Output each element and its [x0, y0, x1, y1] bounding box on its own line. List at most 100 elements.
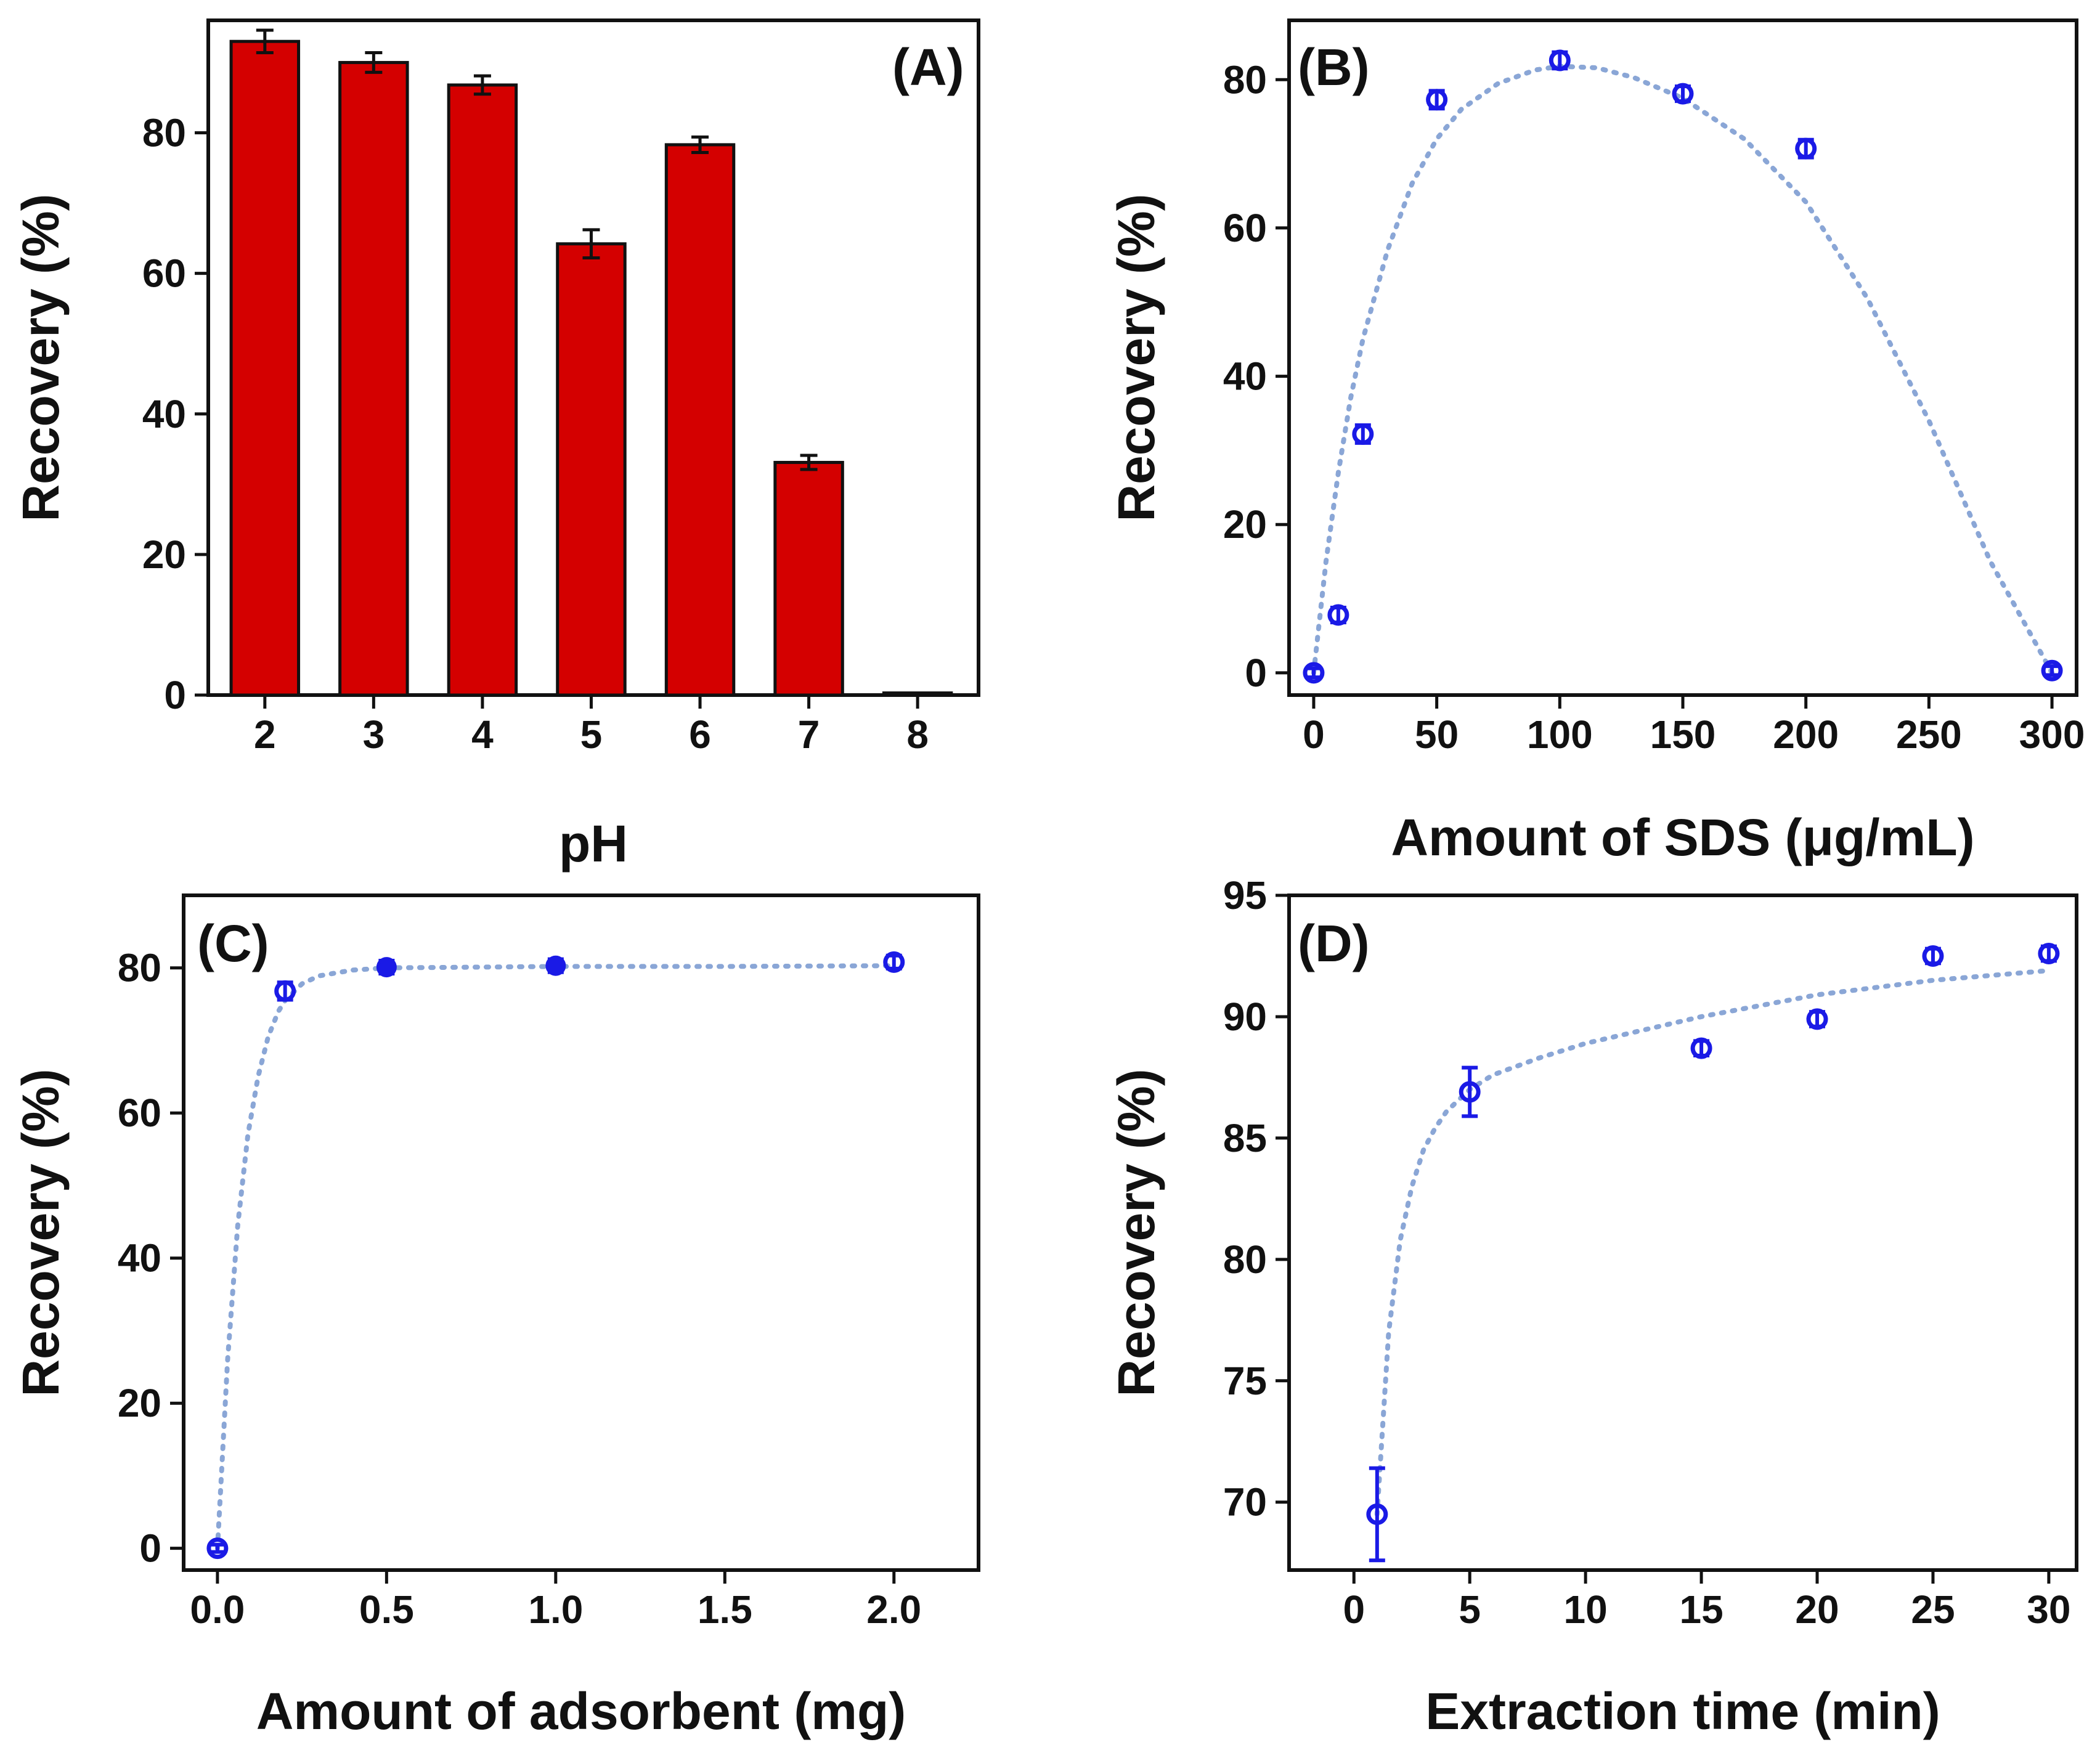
y-tick-label: 80 — [1223, 1237, 1267, 1282]
y-tick-label: 85 — [1223, 1116, 1267, 1160]
error-bar — [209, 1542, 226, 1554]
x-tick-label: 20 — [1795, 1587, 1839, 1632]
panel-label: (B) — [1298, 38, 1370, 96]
y-tick-label: 70 — [1223, 1480, 1267, 1524]
x-tick-label: 8 — [906, 712, 929, 757]
y-tick-label: 0 — [139, 1526, 161, 1571]
x-tick-label: 0 — [1303, 712, 1325, 757]
data-point — [1806, 1008, 1828, 1030]
y-tick-label: 95 — [1223, 873, 1267, 918]
error-bar — [691, 135, 709, 154]
data-point — [1303, 662, 1325, 684]
bar — [773, 460, 844, 697]
y-axis-label: Recovery (%) — [12, 193, 70, 521]
bar — [229, 39, 301, 697]
data-point — [1690, 1037, 1712, 1059]
x-tick-label: 4 — [471, 712, 494, 757]
x-tick-label: 6 — [689, 712, 711, 757]
data-point — [1922, 945, 1944, 967]
data-point — [1352, 423, 1374, 445]
data-point — [2041, 659, 2063, 682]
panel-c: 0 20 40 60 80 0.0 0.5 1.0 1.5 2.0 Amount of adsorb… — [12, 893, 980, 1740]
fit-curve — [214, 963, 897, 1551]
y-tick-label: 20 — [142, 532, 186, 577]
y-tick-label: 60 — [142, 251, 186, 296]
plot-frame — [1287, 893, 2078, 1572]
y-axis-label: Recovery (%) — [1107, 193, 1165, 521]
data-point — [206, 1537, 229, 1560]
y-tick-label: 20 — [118, 1381, 161, 1425]
error-bar — [2044, 664, 2061, 677]
x-tick-label: 5 — [1459, 1587, 1481, 1632]
y-tick-label: 60 — [1223, 206, 1267, 250]
x-tick-label: 10 — [1564, 1587, 1608, 1632]
data-point — [1795, 137, 1817, 160]
x-tick-label: 200 — [1773, 712, 1839, 757]
data-point — [1366, 1503, 1388, 1525]
y-tick-label: 0 — [1245, 651, 1267, 695]
y-tick-label: 20 — [1223, 502, 1267, 547]
x-tick-label: 5 — [580, 712, 603, 757]
y-tick-label: 40 — [1223, 354, 1267, 399]
plot-frame — [182, 893, 980, 1572]
data-point — [883, 951, 905, 973]
data-point — [545, 955, 566, 976]
data-point — [274, 980, 296, 1002]
bar — [664, 143, 736, 697]
x-axis-label: pH — [559, 815, 628, 873]
data-point — [1549, 49, 1571, 71]
error-bar — [1462, 1065, 1478, 1118]
y-tick-label: 0 — [164, 673, 186, 717]
data-point — [1327, 604, 1349, 626]
bar — [338, 60, 409, 697]
panel-label: (D) — [1298, 914, 1370, 972]
fit-curve — [1374, 968, 2051, 1517]
x-tick-label: 3 — [363, 712, 385, 757]
x-tick-label: 300 — [2019, 712, 2085, 757]
plot-frame — [1287, 18, 2078, 697]
y-tick-label: 40 — [118, 1236, 161, 1280]
x-tick-label: 50 — [1415, 712, 1459, 757]
x-tick-label: 250 — [1896, 712, 1962, 757]
panel-label: (A) — [892, 38, 964, 96]
error-bar — [473, 74, 491, 96]
data-point — [1426, 89, 1448, 111]
y-tick-label: 90 — [1223, 995, 1267, 1039]
panel-b: 0 20 40 60 80 0 50 100 150 200 250 300 Amount of SDS… — [1107, 18, 2085, 866]
error-bar — [800, 454, 818, 471]
data-point — [376, 957, 397, 978]
x-axis-label: Extraction time (min) — [1425, 1682, 1940, 1740]
error-bar — [256, 28, 274, 54]
x-tick-label: 2.0 — [866, 1587, 921, 1632]
data-point — [2038, 943, 2060, 965]
x-tick-label: 30 — [2027, 1587, 2070, 1632]
y-tick-label: 40 — [142, 392, 186, 436]
x-axis-label: Amount of SDS (μg/mL) — [1391, 808, 1974, 866]
x-axis-label: Amount of adsorbent (mg) — [256, 1682, 906, 1740]
y-tick-label: 80 — [118, 946, 161, 990]
data-point — [1672, 83, 1694, 105]
data-point — [1459, 1081, 1481, 1103]
x-tick-label: 2 — [254, 712, 276, 757]
y-tick-label: 80 — [1223, 57, 1267, 102]
error-bar — [1305, 666, 1322, 680]
x-tick-label: 100 — [1527, 712, 1593, 757]
error-bar — [582, 228, 600, 260]
x-tick-label: 0 — [1343, 1587, 1365, 1632]
x-tick-label: 1.5 — [698, 1587, 752, 1632]
y-axis-label: Recovery (%) — [12, 1068, 70, 1396]
error-bar — [365, 51, 383, 74]
panel-d: 70 75 80 85 90 95 0 5 10 15 20 25 30 Extraction time … — [1107, 873, 2078, 1740]
panel-label: (C) — [197, 914, 269, 972]
x-tick-label: 0.5 — [359, 1587, 414, 1632]
y-tick-label: 75 — [1223, 1359, 1267, 1403]
bar — [882, 691, 953, 697]
bar — [447, 83, 518, 697]
x-tick-label: 150 — [1650, 712, 1716, 757]
bar — [556, 242, 627, 697]
x-tick-label: 0.0 — [190, 1587, 245, 1632]
x-tick-label: 25 — [1911, 1587, 1955, 1632]
x-tick-label: 1.0 — [528, 1587, 583, 1632]
x-tick-label: 15 — [1679, 1587, 1723, 1632]
